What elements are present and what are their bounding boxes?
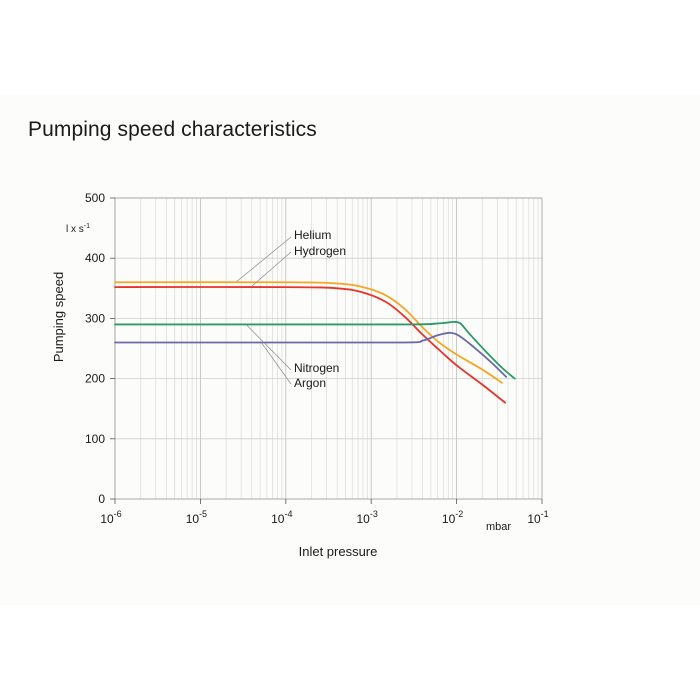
series-line-nitrogen — [114, 320, 516, 380]
y-axis-ticks: 0 100 200 300 400 500 — [85, 191, 115, 506]
x-tick-label: 10-3 — [357, 509, 378, 526]
chart-title: Pumping speed characteristics — [28, 118, 317, 141]
y-tick-label: 300 — [85, 311, 105, 325]
annotation-leaders — [236, 236, 292, 385]
y-tick-label: 0 — [98, 492, 105, 506]
x-axis-ticks: 10-6 10-5 10-4 10-3 10-2 10-1 — [100, 499, 549, 526]
x-tick-label: 10-4 — [271, 509, 292, 526]
label-nitrogen: Nitrogen — [294, 361, 339, 375]
x-tick-label: 10-2 — [442, 509, 463, 526]
series-line-helium — [114, 281, 503, 384]
x-tick-label: 10-5 — [186, 509, 207, 526]
x-axis-label: Inlet pressure — [299, 544, 378, 559]
leader-helium — [236, 236, 292, 282]
y-tick-label: 100 — [85, 432, 105, 446]
label-argon: Argon — [294, 376, 326, 390]
chart-panel — [0, 95, 700, 605]
x-tick-label: 10-6 — [100, 509, 121, 526]
series-line-argon — [114, 331, 508, 378]
leader-hydrogen — [251, 251, 292, 287]
series-lines — [114, 281, 516, 404]
y-tick-label: 500 — [85, 191, 105, 205]
leader-nitrogen — [246, 325, 292, 371]
leader-argon — [261, 343, 292, 385]
label-hydrogen: Hydrogen — [294, 244, 346, 258]
label-helium: Helium — [294, 228, 331, 242]
y-axis-label: Pumping speed — [51, 272, 66, 362]
y-tick-label: 400 — [85, 251, 105, 265]
plot-frame — [114, 197, 543, 500]
x-tick-label: 10-1 — [527, 509, 548, 526]
x-axis-unit: mbar — [486, 521, 511, 533]
y-tick-label: 200 — [85, 372, 105, 386]
series-line-hydrogen — [114, 286, 507, 404]
y-axis-unit: l x s-1 — [66, 223, 90, 235]
